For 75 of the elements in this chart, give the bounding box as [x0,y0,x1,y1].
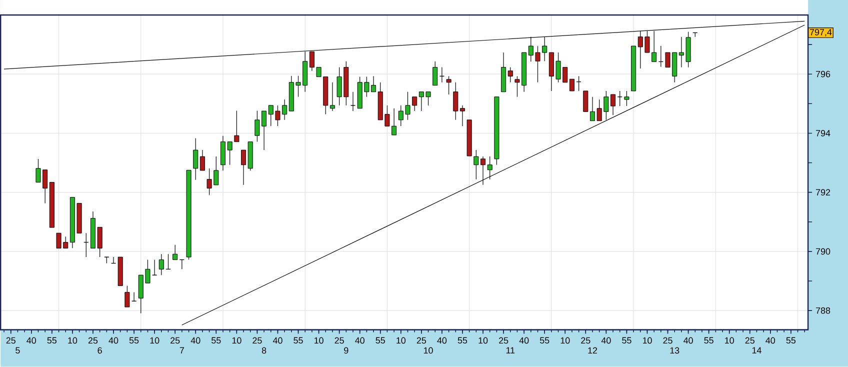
x-tick-label: 5 [16,347,20,354]
candlestick [446,76,452,95]
x-tick-label: 55 [704,337,714,344]
x-tick-label: 40 [190,337,200,344]
candlestick [152,260,158,276]
y-tick-label: 796 [816,71,830,78]
x-tick-label: 10 [314,337,324,344]
y-tick-label: 794 [816,130,830,137]
x-tick-label: 13 [670,347,680,354]
x-tick-label: 25 [663,337,672,344]
candlestick [350,92,356,112]
x-tick-label: 25 [6,337,16,344]
annotation: 797,4 [810,29,832,37]
candlestick [330,82,335,112]
y-tick-label: 788 [816,308,830,314]
x-tick-label: 9 [344,347,348,354]
x-tick-label: 10 [478,337,488,344]
candlestick [432,61,438,86]
x-tick-label: 25 [252,337,262,344]
x-tick-label: 55 [376,337,385,344]
x-tick-label: 40 [437,337,447,344]
x-tick-label: 40 [601,337,611,344]
x-tick-label: 10 [150,337,160,344]
x-tick-label: 25 [416,337,426,344]
x-tick-label: 55 [786,337,796,344]
candlestick [487,156,492,180]
x-tick-label: 8 [262,347,266,354]
x-tick-label: 10 [396,337,406,344]
candlestick [172,244,178,260]
x-tick-label: 55 [458,337,468,344]
x-tick-label: 10 [68,337,78,344]
x-tick-label: 40 [766,337,776,344]
x-tick-label: 10 [560,337,570,344]
x-tick-label: 40 [684,337,693,344]
x-tick-label: 12 [588,347,598,354]
candlestick [200,150,205,171]
candlestick [460,105,465,127]
candlestick [193,138,198,180]
y-tick-label: 792 [816,189,830,196]
candlestick [583,90,588,112]
x-tick-label: 40 [272,337,282,344]
x-tick-label: 25 [88,337,98,344]
x-tick-label: 10 [725,337,734,344]
x-tick-label: 25 [745,337,754,344]
x-tick-label: 25 [499,337,508,344]
x-tick-label: 25 [581,337,590,344]
candlestick [453,82,458,120]
x-tick-label: 55 [540,337,550,344]
x-tick-label: 11 [506,347,515,354]
x-tick-label: 40 [26,337,36,344]
x-tick-label: 40 [519,337,529,344]
x-tick-label: 7 [180,347,184,354]
x-tick-label: 10 [232,337,242,344]
x-tick-label: 10 [642,337,652,344]
x-tick-label: 25 [334,337,344,344]
y-tick-label: 790 [816,248,830,255]
x-tick-label: 55 [212,337,221,344]
candlestick [124,286,130,308]
candlestick [241,150,246,186]
candlestick [508,67,513,83]
candlestick [480,156,486,186]
x-tick-label: 55 [294,337,303,344]
x-tick-label: 55 [47,337,57,344]
x-tick-label: 14 [752,347,762,354]
candlestick [624,90,630,106]
x-tick-label: 10 [424,347,433,354]
x-tick-label: 55 [622,337,632,344]
candlestick [131,292,137,302]
candlestick [158,254,164,276]
x-tick-label: 40 [355,337,364,344]
x-tick-label: 40 [108,337,118,344]
x-tick-label: 6 [98,347,102,354]
x-tick-label: 55 [129,337,139,344]
candlestick [569,78,574,92]
x-tick-label: 25 [170,337,180,344]
